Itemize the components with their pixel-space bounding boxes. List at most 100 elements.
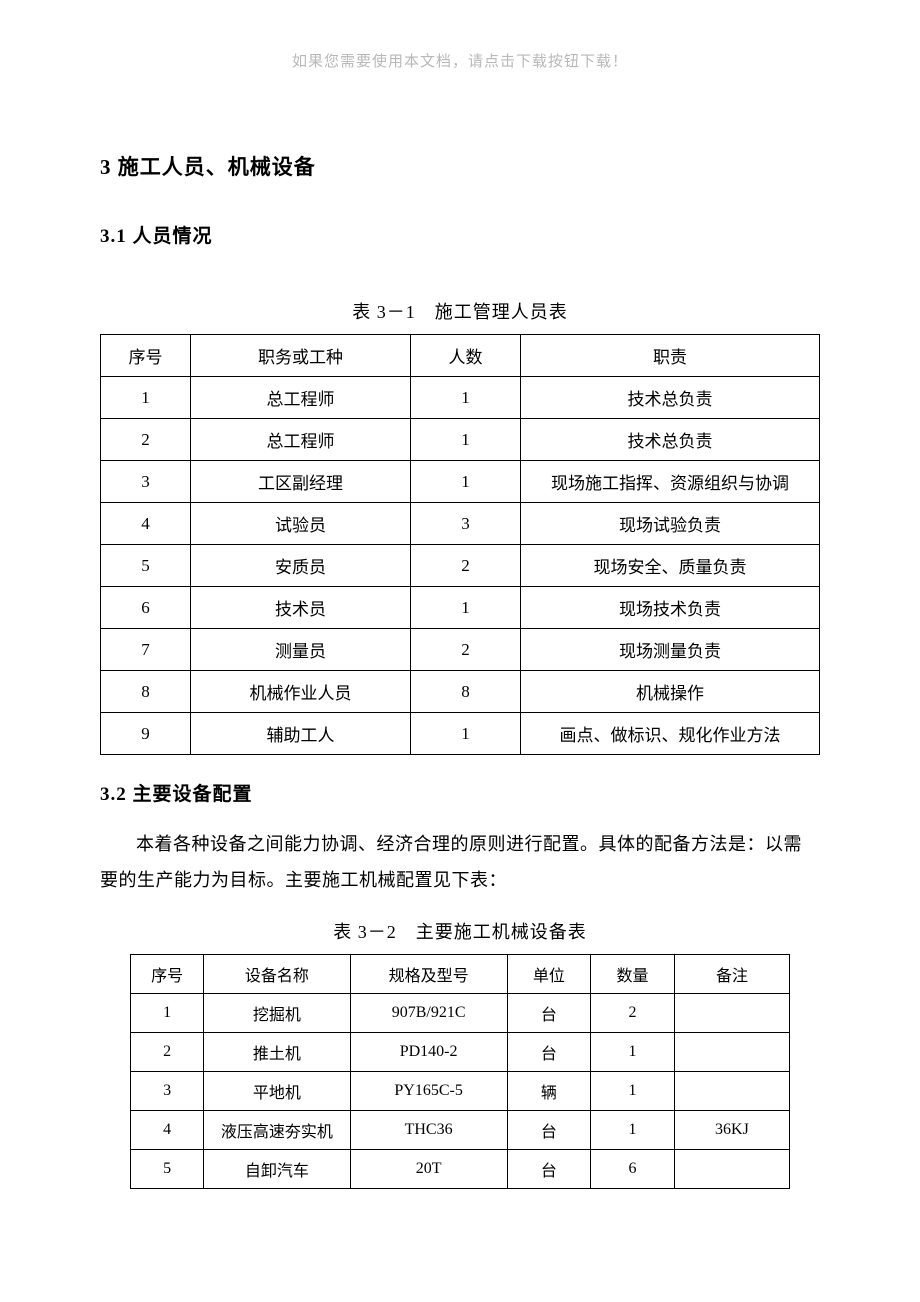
column-header: 人数 <box>411 335 521 377</box>
table-cell: 机械作业人员 <box>191 671 411 713</box>
table-cell: 5 <box>101 545 191 587</box>
table-cell: 机械操作 <box>521 671 820 713</box>
table-cell <box>674 1072 789 1111</box>
table-row: 4液压高速夯实机THC36台136KJ <box>131 1111 790 1150</box>
table-cell: 36KJ <box>674 1111 789 1150</box>
table-cell: 辆 <box>507 1072 591 1111</box>
table-row: 9辅助工人1画点、做标识、规化作业方法 <box>101 713 820 755</box>
table-cell: 技术员 <box>191 587 411 629</box>
table-row: 7测量员2现场测量负责 <box>101 629 820 671</box>
table-cell: 台 <box>507 1111 591 1150</box>
table-cell: PD140-2 <box>350 1033 507 1072</box>
table-cell: 平地机 <box>204 1072 350 1111</box>
table-cell: 测量员 <box>191 629 411 671</box>
table-cell: 1 <box>411 419 521 461</box>
table-2-caption: 表 3－2 主要施工机械设备表 <box>100 918 820 944</box>
table-cell: 台 <box>507 994 591 1033</box>
table-cell: 总工程师 <box>191 419 411 461</box>
table-row: 1挖掘机907B/921C台2 <box>131 994 790 1033</box>
table-cell: 台 <box>507 1150 591 1189</box>
table-cell: 1 <box>101 377 191 419</box>
table-cell: 4 <box>131 1111 204 1150</box>
table-cell: 1 <box>411 587 521 629</box>
column-header: 规格及型号 <box>350 955 507 994</box>
table-cell: 台 <box>507 1033 591 1072</box>
table-cell: 8 <box>101 671 191 713</box>
table-cell: 1 <box>411 377 521 419</box>
column-header: 职责 <box>521 335 820 377</box>
top-note: 如果您需要使用本文档，请点击下载按钮下载！ <box>100 50 820 71</box>
table-cell: 1 <box>411 713 521 755</box>
table-cell: 2 <box>411 629 521 671</box>
table-cell: 907B/921C <box>350 994 507 1033</box>
table-cell: 现场安全、质量负责 <box>521 545 820 587</box>
table-cell: 液压高速夯实机 <box>204 1111 350 1150</box>
table-cell: 3 <box>411 503 521 545</box>
table-cell: PY165C-5 <box>350 1072 507 1111</box>
table-cell: 现场试验负责 <box>521 503 820 545</box>
table-cell: 技术总负责 <box>521 419 820 461</box>
table-cell: 工区副经理 <box>191 461 411 503</box>
table-row: 3平地机PY165C-5辆1 <box>131 1072 790 1111</box>
personnel-table: 序号职务或工种人数职责 1总工程师1技术总负责2总工程师1技术总负责3工区副经理… <box>100 334 820 755</box>
table-cell: 1 <box>591 1033 675 1072</box>
table-row: 5自卸汽车20T台6 <box>131 1150 790 1189</box>
column-header: 备注 <box>674 955 789 994</box>
table-row: 3工区副经理1现场施工指挥、资源组织与协调 <box>101 461 820 503</box>
table-row: 8机械作业人员8机械操作 <box>101 671 820 713</box>
table-cell: 7 <box>101 629 191 671</box>
column-header: 设备名称 <box>204 955 350 994</box>
table-cell: 推土机 <box>204 1033 350 1072</box>
table-cell: 1 <box>411 461 521 503</box>
table-cell: 现场技术负责 <box>521 587 820 629</box>
equipment-table: 序号设备名称规格及型号单位数量备注 1挖掘机907B/921C台22推土机PD1… <box>130 954 790 1189</box>
table-cell: 安质员 <box>191 545 411 587</box>
table-cell: 1 <box>591 1072 675 1111</box>
table-cell: 自卸汽车 <box>204 1150 350 1189</box>
table-cell: 试验员 <box>191 503 411 545</box>
column-header: 序号 <box>101 335 191 377</box>
table-cell: 4 <box>101 503 191 545</box>
table-cell <box>674 1033 789 1072</box>
table-row: 4试验员3现场试验负责 <box>101 503 820 545</box>
table-header-row: 序号设备名称规格及型号单位数量备注 <box>131 955 790 994</box>
column-header: 单位 <box>507 955 591 994</box>
table-cell: 8 <box>411 671 521 713</box>
table-row: 2推土机PD140-2台1 <box>131 1033 790 1072</box>
heading-section-2: 3.2 主要设备配置 <box>100 779 820 806</box>
table-cell: THC36 <box>350 1111 507 1150</box>
table-cell: 6 <box>101 587 191 629</box>
table-cell: 9 <box>101 713 191 755</box>
column-header: 数量 <box>591 955 675 994</box>
table-cell: 辅助工人 <box>191 713 411 755</box>
table-cell: 挖掘机 <box>204 994 350 1033</box>
table-1-caption: 表 3－1 施工管理人员表 <box>100 298 820 324</box>
table-cell: 2 <box>131 1033 204 1072</box>
table-cell: 5 <box>131 1150 204 1189</box>
table-header-row: 序号职务或工种人数职责 <box>101 335 820 377</box>
table-cell: 1 <box>591 1111 675 1150</box>
column-header: 序号 <box>131 955 204 994</box>
table-row: 6技术员1现场技术负责 <box>101 587 820 629</box>
heading-main: 3 施工人员、机械设备 <box>100 151 820 181</box>
table-cell: 画点、做标识、规化作业方法 <box>521 713 820 755</box>
table-cell: 现场测量负责 <box>521 629 820 671</box>
table-cell: 3 <box>101 461 191 503</box>
section-2-paragraph: 本着各种设备之间能力协调、经济合理的原则进行配置。具体的配备方法是：以需要的生产… <box>100 826 820 898</box>
column-header: 职务或工种 <box>191 335 411 377</box>
table-cell: 现场施工指挥、资源组织与协调 <box>521 461 820 503</box>
table-cell: 总工程师 <box>191 377 411 419</box>
table-cell <box>674 994 789 1033</box>
table-row: 5安质员2现场安全、质量负责 <box>101 545 820 587</box>
heading-section-1: 3.1 人员情况 <box>100 221 820 248</box>
table-cell: 1 <box>131 994 204 1033</box>
table-cell: 6 <box>591 1150 675 1189</box>
table-row: 2总工程师1技术总负责 <box>101 419 820 461</box>
table-cell: 2 <box>591 994 675 1033</box>
table-cell: 20T <box>350 1150 507 1189</box>
table-cell: 2 <box>411 545 521 587</box>
table-cell: 技术总负责 <box>521 377 820 419</box>
document-page: 如果您需要使用本文档，请点击下载按钮下载！ 3 施工人员、机械设备 3.1 人员… <box>0 0 920 1289</box>
table-row: 1总工程师1技术总负责 <box>101 377 820 419</box>
table-cell: 3 <box>131 1072 204 1111</box>
